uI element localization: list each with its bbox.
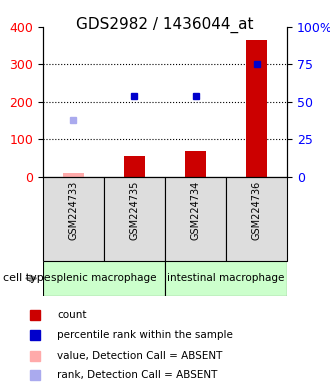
Text: cell type: cell type: [3, 273, 54, 283]
FancyBboxPatch shape: [43, 177, 104, 261]
Text: value, Detection Call = ABSENT: value, Detection Call = ABSENT: [57, 351, 223, 361]
Text: GSM224734: GSM224734: [190, 181, 201, 240]
FancyBboxPatch shape: [226, 177, 287, 261]
Bar: [185, 151, 206, 177]
Text: GDS2982 / 1436044_at: GDS2982 / 1436044_at: [76, 17, 254, 33]
Text: splenic macrophage: splenic macrophage: [51, 273, 157, 283]
FancyBboxPatch shape: [43, 261, 165, 296]
Bar: [246, 40, 267, 177]
Text: GSM224733: GSM224733: [68, 181, 79, 240]
Text: intestinal macrophage: intestinal macrophage: [167, 273, 285, 283]
Bar: [124, 156, 145, 177]
FancyBboxPatch shape: [165, 261, 287, 296]
FancyBboxPatch shape: [165, 177, 226, 261]
Text: GSM224736: GSM224736: [251, 181, 262, 240]
Text: count: count: [57, 310, 87, 320]
Bar: [63, 173, 84, 177]
FancyBboxPatch shape: [104, 177, 165, 261]
Text: rank, Detection Call = ABSENT: rank, Detection Call = ABSENT: [57, 370, 217, 380]
Text: percentile rank within the sample: percentile rank within the sample: [57, 330, 233, 341]
Text: GSM224735: GSM224735: [129, 181, 140, 240]
